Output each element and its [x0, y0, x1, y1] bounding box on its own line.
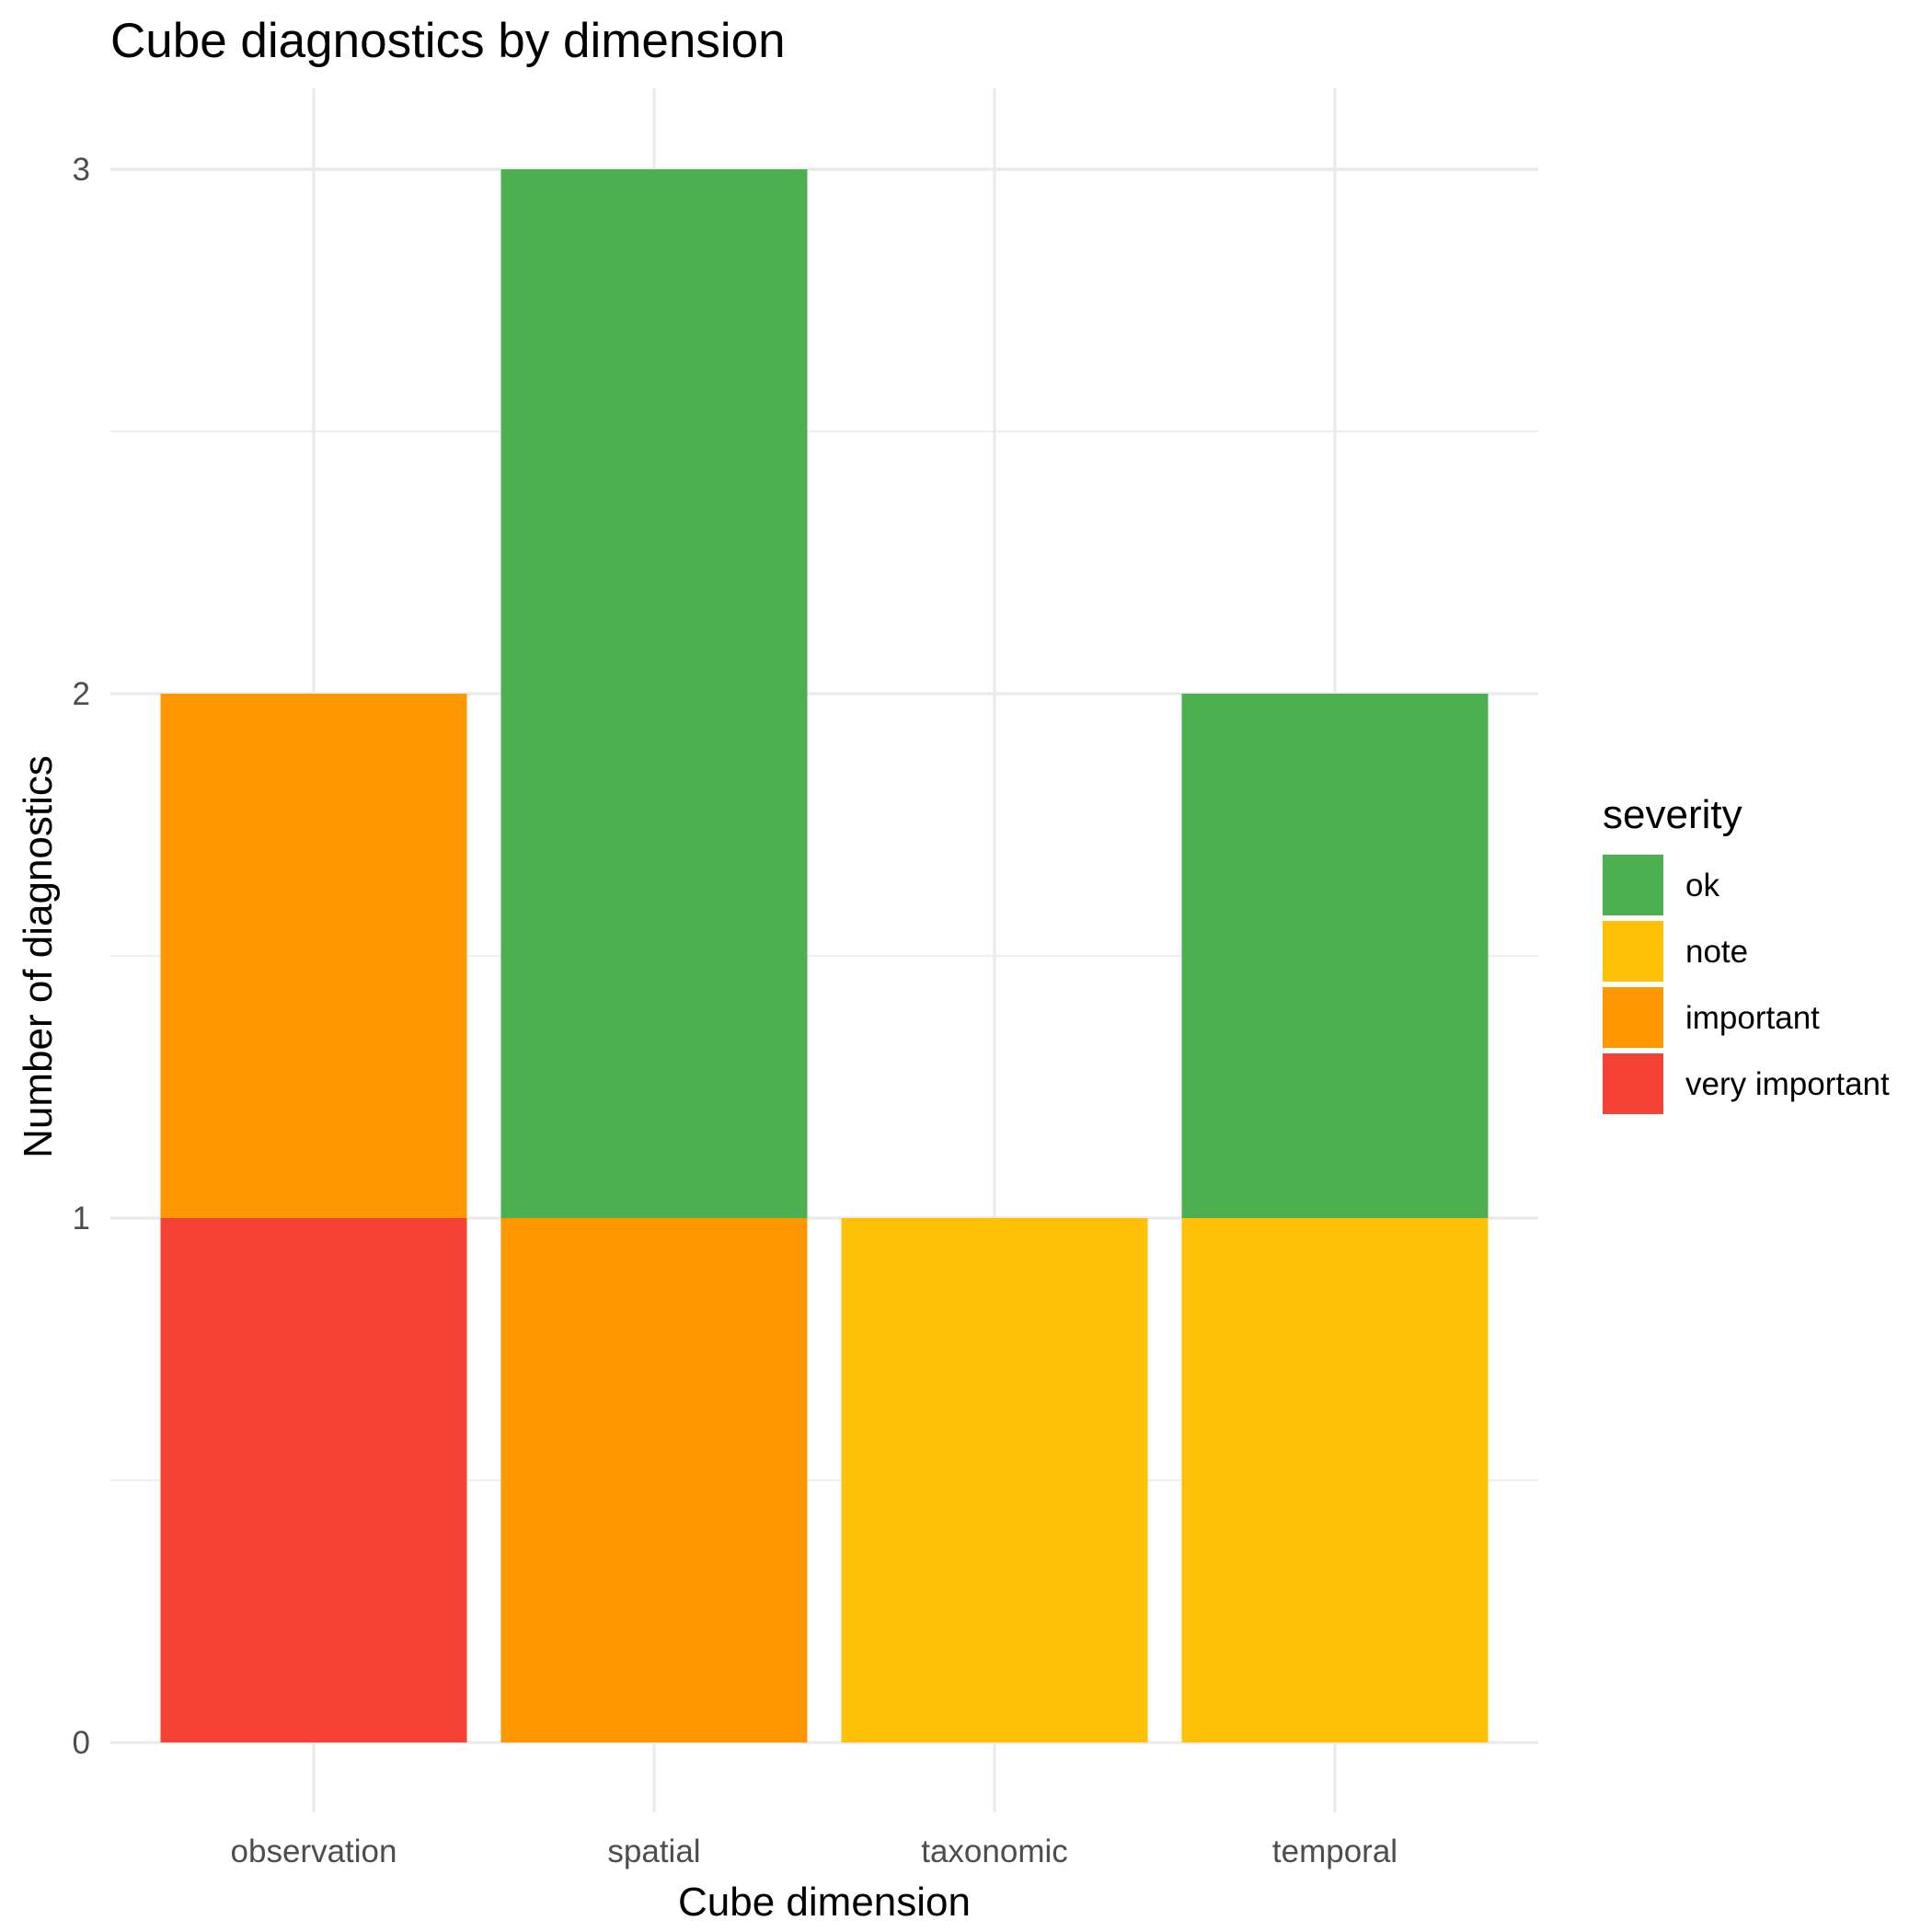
y-tick-label: 0: [73, 1725, 90, 1761]
bar-segment-taxonomic-note: [841, 1218, 1148, 1742]
bar-segment-temporal-note: [1181, 1218, 1489, 1742]
y-axis-title: Number of diagnostics: [16, 755, 61, 1158]
y-tick-label: 2: [73, 676, 90, 712]
legend-items: ok note important very important: [1603, 855, 1890, 1114]
legend-key-very-important: [1603, 1053, 1663, 1114]
y-tick-label: 3: [73, 152, 90, 188]
bars: [160, 169, 1489, 1742]
bar-segment-spatial-important: [500, 1218, 808, 1742]
x-tick-label: observation: [231, 1834, 397, 1869]
legend: severity ok note important very important: [1603, 792, 1890, 1114]
x-tick-label: temporal: [1272, 1834, 1397, 1869]
legend-key-ok: [1603, 855, 1663, 915]
y-tick-label: 1: [73, 1201, 90, 1236]
bar-segment-spatial-ok: [500, 169, 808, 1218]
x-tick-label: taxonomic: [921, 1834, 1068, 1869]
chart-title: Cube diagnostics by dimension: [110, 14, 786, 68]
legend-label: very important: [1685, 1066, 1890, 1102]
legend-title: severity: [1603, 792, 1742, 837]
legend-label: ok: [1685, 868, 1719, 903]
x-tick-label: spatial: [607, 1834, 700, 1869]
legend-label: important: [1685, 1000, 1820, 1036]
y-axis-ticks: 0 1 2 3: [73, 152, 90, 1761]
legend-key-note: [1603, 921, 1663, 982]
x-axis-title: Cube dimension: [678, 1880, 971, 1925]
bar-segment-observation-important: [160, 694, 467, 1218]
legend-label: note: [1685, 934, 1748, 970]
bar-segment-temporal-ok: [1181, 694, 1489, 1218]
bar-segment-observation-very-important: [160, 1218, 467, 1742]
x-axis-ticks: observation spatial taxonomic temporal: [231, 1834, 1398, 1869]
legend-key-important: [1603, 987, 1663, 1048]
